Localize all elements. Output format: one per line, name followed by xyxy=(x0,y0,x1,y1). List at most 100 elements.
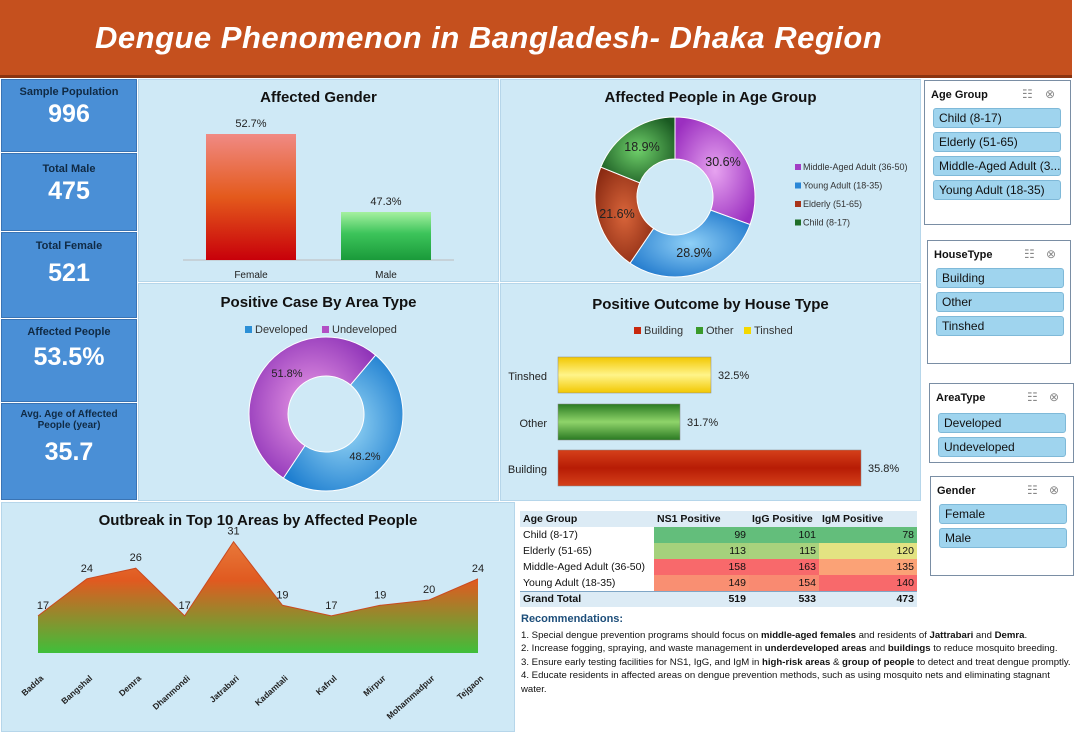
kpi-label: Total Male xyxy=(42,163,96,175)
recommendation-text: & xyxy=(830,656,843,668)
area-type-panel: Positive Case By Area Type Developed Unde… xyxy=(138,283,499,501)
category-label: Kadamtali xyxy=(253,673,290,708)
data-label: 17 xyxy=(179,600,191,612)
legend-label: Tinshed xyxy=(754,325,793,337)
area-line xyxy=(37,540,479,617)
pivot-row: Child (8-17) 99 101 78 xyxy=(520,527,917,543)
recommendation-text: to reduce mosquito breeding. xyxy=(930,643,1058,655)
legend-label: Other xyxy=(706,325,734,337)
recommendation-text: 2. Increase fogging, spraying, and waste… xyxy=(521,643,765,655)
category-label: Building xyxy=(508,464,547,476)
chart-title: Positive Outcome by House Type xyxy=(592,296,829,313)
affected-gender-panel: Affected Gender 52.7% Female 47.3% Male xyxy=(138,79,499,282)
age-group-chart: 30.6% 28.9% 21.6% 18.9% Middle-Aged Adult (… xyxy=(594,116,908,278)
age-group-slicer: Age Group ☷ ⊗ Child (8-17) Elderly (51-6… xyxy=(924,80,1071,225)
data-label: 32.5% xyxy=(718,370,749,382)
recommendation-item: 1. Special dengue prevention programs sh… xyxy=(521,629,1071,643)
category-label: Male xyxy=(375,270,397,281)
area-series xyxy=(38,541,478,653)
kpi-value: 996 xyxy=(48,100,90,128)
legend-swatch xyxy=(795,164,801,170)
category-label: Female xyxy=(234,270,268,281)
clear-filter-icon[interactable]: ⊗ xyxy=(1046,247,1057,261)
outbreak-panel: Outbreak in Top 10 Areas by Affected Peo… xyxy=(1,502,515,732)
legend-swatch xyxy=(245,326,252,333)
legend-label: Elderly (51-65) xyxy=(803,199,862,209)
legend-label: Developed xyxy=(255,324,308,336)
pivot-row: Elderly (51-65) 113 115 120 xyxy=(520,543,917,559)
grand-total-cell: 473 xyxy=(819,591,917,607)
dashboard-title: Dengue Phenomenon in Bangladesh- Dhaka R… xyxy=(95,20,883,55)
gender-slicer: Gender ☷ ⊗ Female Male xyxy=(930,476,1074,576)
slicer-item-middle-aged[interactable]: Middle-Aged Adult (3... xyxy=(933,156,1061,176)
kpi-affected-people: Affected People 53.5% xyxy=(1,319,137,402)
slice-label: 48.2% xyxy=(349,451,380,463)
slice-undeveloped xyxy=(248,336,377,479)
chart-title: Positive Case By Area Type xyxy=(220,294,417,311)
slicer-item-tinshed[interactable]: Tinshed xyxy=(936,316,1064,336)
grand-total-cell: 533 xyxy=(749,591,819,607)
recommendations-title: Recommendations: xyxy=(521,613,624,625)
legend-swatch xyxy=(795,219,801,226)
legend-label: Middle-Aged Adult (36-50) xyxy=(803,162,908,172)
kpi-value: 475 xyxy=(48,177,90,205)
kpi-label: Avg. Age of Affected People (year) xyxy=(20,409,118,431)
multiselect-icon[interactable]: ☷ xyxy=(1027,390,1038,404)
multiselect-icon[interactable]: ☷ xyxy=(1022,87,1033,101)
pivot-cell: 163 xyxy=(749,559,819,575)
pivot-header: NS1 Positive xyxy=(654,511,749,527)
slicer-title: HouseType xyxy=(934,249,993,261)
slicer-item-female[interactable]: Female xyxy=(939,504,1067,524)
pivot-grid: Age Group NS1 Positive IgG Positive IgM … xyxy=(520,511,917,607)
slice-label: 51.8% xyxy=(271,368,302,380)
data-label: 17 xyxy=(325,600,337,612)
data-label: 24 xyxy=(472,563,484,575)
slicer-title: Gender xyxy=(937,485,976,497)
slicer-item-other[interactable]: Other xyxy=(936,292,1064,312)
slicer-item-young-adult[interactable]: Young Adult (18-35) xyxy=(933,180,1061,200)
multiselect-icon[interactable]: ☷ xyxy=(1027,483,1038,497)
emphasis-text: buildings xyxy=(887,643,931,655)
slicer-item-building[interactable]: Building xyxy=(936,268,1064,288)
legend-label: Undeveloped xyxy=(332,324,397,336)
slicer-item-developed[interactable]: Developed xyxy=(938,413,1066,433)
slicer-item-male[interactable]: Male xyxy=(939,528,1067,548)
slice-label: 18.9% xyxy=(624,140,659,154)
recommendation-text: 4. Educate residents in affected areas o… xyxy=(521,670,1050,696)
bar-tinshed xyxy=(557,356,712,394)
recommendation-text: . xyxy=(1024,629,1028,641)
slicer-item-undeveloped[interactable]: Undeveloped xyxy=(938,437,1066,457)
kpi-value: 521 xyxy=(48,259,90,287)
data-label: 47.3% xyxy=(370,196,401,208)
clear-filter-icon[interactable]: ⊗ xyxy=(1049,483,1060,497)
emphasis-text: middle-aged females xyxy=(761,629,856,641)
slicer-item-child[interactable]: Child (8-17) xyxy=(933,108,1061,128)
house-type-slicer: HouseType ☷ ⊗ Building Other Tinshed xyxy=(927,240,1071,364)
kpi-value: 53.5% xyxy=(33,343,105,371)
kpi-avg-age: Avg. Age of Affected People (year) 35.7 xyxy=(1,403,137,500)
pivot-cell: 101 xyxy=(749,527,819,543)
clear-filter-icon[interactable]: ⊗ xyxy=(1045,87,1056,101)
legend-swatch xyxy=(744,327,751,334)
slicer-item-elderly[interactable]: Elderly (51-65) xyxy=(933,132,1061,152)
emphasis-text: Demra xyxy=(994,629,1025,641)
kpi-label: Affected People xyxy=(27,326,111,338)
recommendation-text: and residents of xyxy=(855,629,930,641)
recommendation-text: 1. Special dengue prevention programs sh… xyxy=(521,629,761,641)
outbreak-chart: 17 Badda 24 Bangshal 26 Demra 17 Dhanmondi 31 Jat… xyxy=(19,526,485,722)
clear-filter-icon[interactable]: ⊗ xyxy=(1049,390,1060,404)
house-type-panel: Positive Outcome by House Type Building O… xyxy=(500,283,921,501)
legend-swatch xyxy=(795,182,801,189)
bar-other xyxy=(557,403,681,441)
title-banner: Dengue Phenomenon in Bangladesh- Dhaka R… xyxy=(0,0,1072,78)
pivot-cell: 78 xyxy=(819,527,917,543)
slice-label: 21.6% xyxy=(599,207,634,221)
recommendation-item: 3. Ensure early testing facilities for N… xyxy=(521,656,1071,670)
data-label: 19 xyxy=(276,589,288,601)
pivot-cell: 154 xyxy=(749,575,819,591)
category-label: Demra xyxy=(117,673,144,698)
multiselect-icon[interactable]: ☷ xyxy=(1024,247,1035,261)
gender-chart: 52.7% Female 47.3% Male xyxy=(183,118,454,281)
bar-female xyxy=(206,134,296,260)
pivot-cell: 158 xyxy=(654,559,749,575)
